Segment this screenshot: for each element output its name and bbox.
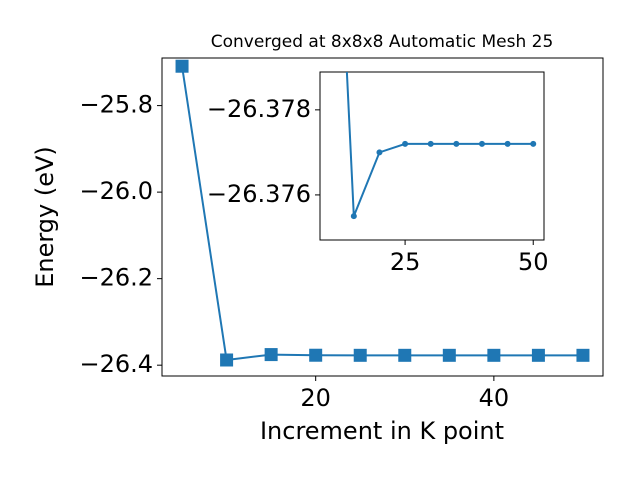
data-marker	[264, 348, 278, 362]
data-line	[181, 66, 583, 362]
data-marker	[376, 149, 383, 156]
axes-frame	[319, 71, 545, 241]
y-tick-label: −26.4	[79, 350, 153, 378]
y-axis-label: Energy (eV)	[31, 146, 59, 288]
data-marker	[478, 140, 485, 147]
data-marker	[220, 353, 234, 367]
data-marker	[442, 348, 456, 362]
chart-title: Converged at 8x8x8 Automatic Mesh 25	[211, 32, 554, 52]
y-tick-label: −26.376	[207, 180, 311, 208]
x-tick-label: 20	[300, 384, 331, 412]
data-marker	[576, 348, 590, 362]
data-marker	[353, 348, 367, 362]
data-marker	[531, 348, 545, 362]
data-marker	[309, 348, 323, 362]
data-marker	[175, 59, 189, 73]
data-marker	[487, 348, 501, 362]
y-tick-label: −26.378	[207, 95, 311, 123]
x-tick-label: 50	[518, 248, 549, 276]
data-marker	[453, 140, 460, 147]
data-marker	[427, 140, 434, 147]
data-marker	[350, 213, 357, 220]
y-tick-label: −26.0	[79, 177, 153, 205]
data-marker	[504, 140, 511, 147]
x-tick-label: 40	[479, 384, 510, 412]
plot-area	[175, 59, 590, 367]
data-marker	[398, 348, 412, 362]
data-marker	[530, 140, 537, 147]
data-marker	[402, 140, 409, 147]
y-tick-label: −26.2	[79, 264, 153, 292]
x-axis-label: Increment in K point	[260, 417, 504, 445]
x-tick-label: 25	[390, 248, 421, 276]
y-tick-label: −25.8	[79, 91, 153, 119]
plot-area	[345, 72, 537, 220]
